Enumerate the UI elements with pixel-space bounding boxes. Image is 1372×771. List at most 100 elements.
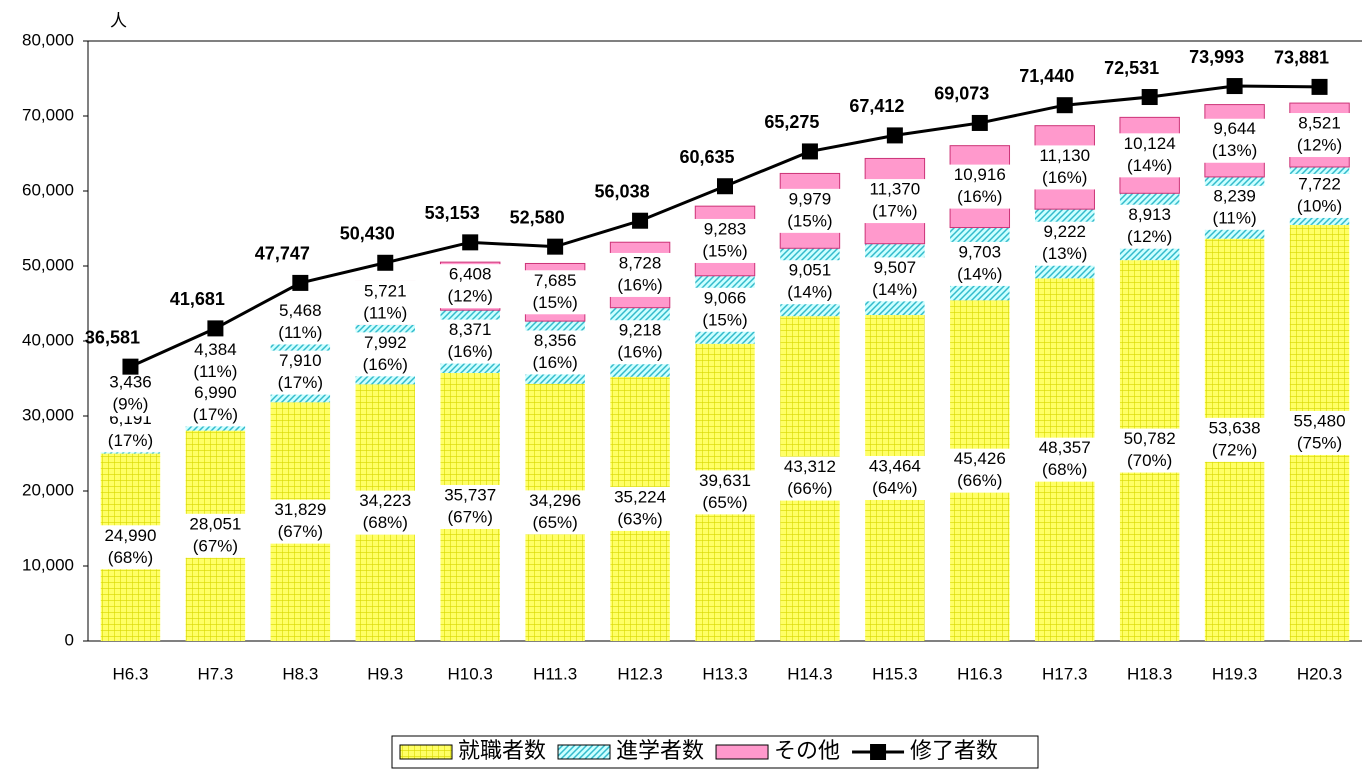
label-bg [1201, 185, 1268, 230]
percent-label: (17%) [278, 373, 323, 392]
percent-label: (68%) [363, 513, 408, 532]
value-label: 9,051 [789, 261, 832, 280]
label-bg [946, 241, 1013, 286]
total-label: 71,440 [1019, 66, 1074, 86]
y-tick-label: 0 [65, 630, 74, 649]
legend-label: 修了者数 [910, 738, 998, 763]
value-label: 35,737 [444, 485, 496, 504]
percent-label: (65%) [702, 493, 747, 512]
total-label: 52,580 [510, 207, 565, 227]
value-label: 8,728 [619, 253, 662, 272]
line-marker [971, 114, 988, 131]
x-tick-label: H19.3 [1212, 664, 1257, 683]
total-label: 65,275 [764, 112, 819, 132]
label-bg [1031, 145, 1098, 190]
value-label: 50,782 [1124, 429, 1176, 448]
x-tick-label: H8.3 [282, 664, 318, 683]
label-bg [861, 456, 928, 501]
percent-label: (12%) [448, 287, 493, 306]
value-label: 34,296 [529, 491, 581, 510]
line-marker [1141, 89, 1158, 106]
percent-label: (15%) [702, 241, 747, 260]
value-label: 28,051 [189, 514, 241, 533]
total-label: 73,993 [1189, 47, 1244, 67]
label-bg [352, 332, 419, 377]
label-bg [776, 456, 843, 501]
percent-label: (66%) [787, 479, 832, 498]
total-label: 50,430 [340, 224, 395, 244]
legend-swatch [557, 744, 611, 760]
legend-swatch [715, 744, 769, 760]
label-bg [607, 252, 674, 297]
x-tick-label: H16.3 [957, 664, 1002, 683]
percent-label: (16%) [617, 275, 662, 294]
label-bg [437, 484, 504, 529]
label-bg [946, 448, 1013, 493]
x-tick-label: H9.3 [367, 664, 403, 683]
percent-label: (12%) [1297, 136, 1342, 155]
label-bg [776, 188, 843, 233]
label-bg [861, 179, 928, 224]
line-marker [292, 274, 309, 291]
percent-label: (15%) [702, 310, 747, 329]
percent-label: (16%) [1042, 168, 1087, 187]
label-bg [522, 330, 589, 375]
legend-label: その他 [774, 738, 840, 763]
total-label: 67,412 [849, 96, 904, 116]
line-marker [207, 320, 224, 337]
value-label: 9,644 [1213, 119, 1256, 138]
x-tick-label: H13.3 [702, 664, 747, 683]
value-label: 43,312 [784, 457, 836, 476]
value-label: 8,239 [1213, 186, 1256, 205]
percent-label: (11%) [193, 362, 237, 381]
value-label: 9,979 [789, 189, 832, 208]
percent-label: (67%) [193, 536, 238, 555]
label-bg [437, 319, 504, 364]
label-bg [267, 499, 334, 544]
label-bg [522, 490, 589, 535]
value-label: 11,130 [1039, 146, 1090, 165]
value-label: 9,222 [1043, 222, 1086, 241]
x-tick-label: H11.3 [533, 664, 577, 683]
x-tick-label: H15.3 [872, 664, 917, 683]
percent-label: (64%) [872, 478, 917, 497]
x-tick-label: H12.3 [617, 664, 662, 683]
percent-label: (14%) [872, 280, 917, 299]
x-tick-label: H18.3 [1127, 664, 1172, 683]
value-label: 9,066 [704, 288, 747, 307]
label-bg [437, 264, 504, 309]
value-label: 8,356 [534, 331, 577, 350]
percent-label: (14%) [1127, 156, 1172, 175]
label-bg [522, 270, 589, 315]
line-marker [462, 234, 479, 251]
total-label: 41,681 [170, 289, 225, 309]
y-tick-label: 20,000 [22, 480, 74, 499]
label-bg [1031, 221, 1098, 266]
percent-label: (63%) [617, 509, 662, 528]
percent-label: (66%) [957, 471, 1002, 490]
line-marker [122, 358, 139, 375]
label-bg [182, 513, 249, 558]
total-label: 56,038 [595, 181, 650, 201]
total-label: 72,531 [1104, 58, 1159, 78]
percent-label: (16%) [448, 342, 493, 361]
total-label: 36,581 [85, 327, 140, 347]
value-label: 9,507 [874, 258, 917, 277]
label-bg [1116, 428, 1183, 473]
value-label: 10,124 [1124, 134, 1176, 153]
x-tick-label: H17.3 [1042, 664, 1087, 683]
y-tick-label: 10,000 [22, 555, 74, 574]
percent-label: (65%) [532, 513, 577, 532]
label-bg [1031, 437, 1098, 482]
total-label: 53,153 [425, 203, 480, 223]
percent-label: (12%) [1127, 227, 1172, 246]
percent-label: (75%) [1297, 433, 1342, 452]
label-bg [607, 486, 674, 531]
value-label: 35,224 [614, 487, 666, 506]
label-bg [946, 164, 1013, 209]
y-tick-label: 40,000 [22, 330, 74, 349]
value-label: 6,408 [449, 265, 492, 284]
percent-label: (10%) [1297, 196, 1342, 215]
line-marker [547, 238, 564, 255]
